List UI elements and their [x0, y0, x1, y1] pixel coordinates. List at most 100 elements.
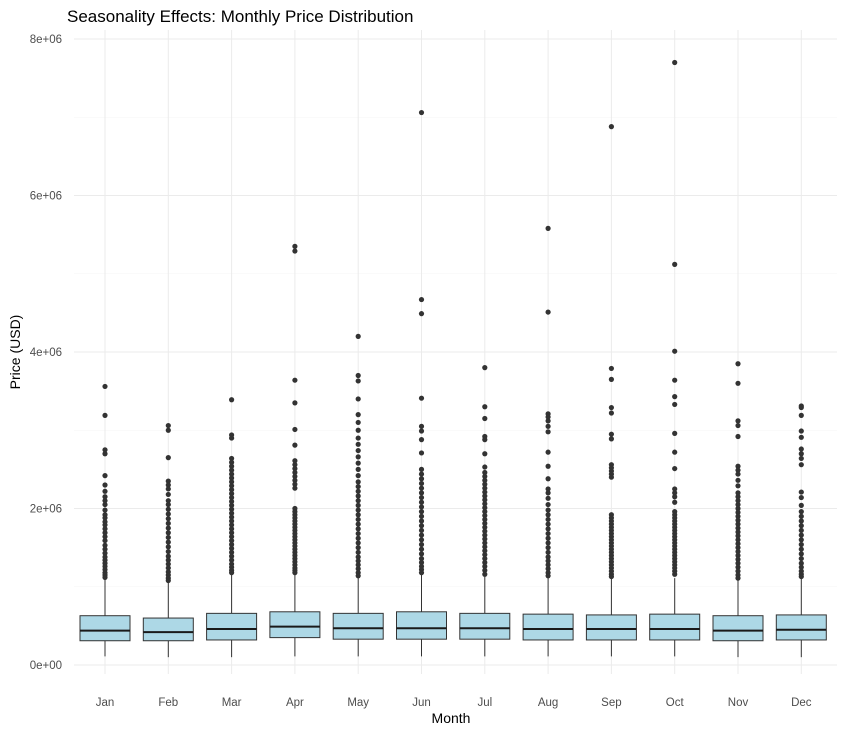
x-tick-label-jul: Jul	[477, 697, 492, 709]
outlier-point	[418, 471, 425, 477]
outlier-point	[735, 568, 741, 574]
outlier-point	[482, 404, 488, 410]
outlier-point	[798, 446, 804, 452]
box-aug	[522, 225, 574, 657]
outlier-point	[798, 541, 804, 548]
outlier-point	[355, 535, 361, 541]
iqr-box	[775, 614, 827, 641]
outlier-point	[292, 377, 298, 383]
outlier-point	[798, 428, 804, 434]
outlier-point	[545, 414, 551, 420]
outlier-point	[165, 422, 171, 429]
outlier-point	[165, 486, 171, 492]
outlier-point	[482, 464, 488, 470]
chart-title: Seasonality Effects: Monthly Price Distr…	[67, 7, 413, 26]
outlier-point	[798, 555, 804, 562]
outlier-point	[165, 557, 171, 563]
outlier-point	[672, 430, 678, 436]
outlier-point	[545, 449, 551, 455]
outlier-point	[355, 488, 361, 494]
iqr-box	[522, 613, 574, 641]
outlier-point	[229, 549, 235, 555]
outlier-point	[229, 541, 235, 548]
x-tick-label-feb: Feb	[158, 697, 178, 709]
outlier-point	[292, 473, 298, 480]
outlier-point	[102, 534, 108, 540]
outlier-point	[355, 507, 361, 513]
outlier-point	[418, 559, 425, 566]
outlier-point	[355, 554, 361, 560]
outlier-point	[165, 498, 171, 504]
outlier-point	[735, 433, 741, 440]
outlier-point	[545, 535, 551, 541]
outlier-point	[165, 520, 171, 526]
outlier-point	[545, 562, 551, 568]
outlier-point	[798, 523, 804, 529]
outlier-point	[355, 479, 361, 485]
outlier-point	[355, 498, 361, 504]
outlier-point	[798, 434, 804, 440]
outlier-point	[292, 462, 298, 468]
outlier-point	[418, 546, 425, 552]
outlier-point	[355, 562, 361, 568]
outlier-point	[482, 509, 488, 515]
iqr-box	[459, 612, 511, 640]
iqr-box	[142, 617, 194, 642]
outlier-point	[355, 521, 361, 527]
outlier-point	[229, 487, 235, 493]
outlier-point	[798, 564, 804, 570]
y-tick-label: 0e+00	[30, 660, 62, 672]
outlier-point	[355, 483, 361, 490]
outlier-point	[229, 502, 235, 508]
outlier-point	[229, 471, 235, 477]
outlier-point	[735, 477, 741, 483]
outlier-point	[545, 545, 551, 551]
outlier-point	[229, 530, 235, 536]
grid	[74, 30, 837, 674]
box-dec	[775, 403, 827, 658]
iqr-box	[649, 613, 701, 641]
outlier-point	[229, 506, 235, 512]
outlier-point	[165, 506, 171, 512]
iqr-box	[396, 611, 447, 640]
outlier-point	[672, 465, 678, 472]
outlier-point	[229, 537, 235, 544]
outlier-point	[102, 550, 108, 556]
outlier-point	[102, 494, 108, 500]
outlier-point	[735, 513, 741, 519]
outlier-point	[292, 477, 298, 483]
outlier-point	[102, 383, 108, 390]
outlier-point	[798, 502, 804, 508]
outlier-point	[482, 485, 488, 491]
outlier-point	[418, 437, 425, 443]
outlier-point	[672, 571, 678, 577]
x-tick-label-sep: Sep	[601, 697, 621, 709]
outlier-point	[355, 454, 361, 460]
outlier-point	[229, 491, 235, 497]
outlier-point	[229, 455, 235, 462]
outlier-point	[482, 493, 488, 499]
outlier-point	[545, 490, 551, 496]
outlier-point	[735, 529, 741, 535]
outlier-point	[355, 441, 361, 447]
outlier-point	[798, 513, 804, 519]
outlier-point	[165, 427, 171, 433]
outlier-point	[545, 495, 551, 501]
outlier-point	[545, 512, 551, 518]
outlier-point	[608, 474, 615, 480]
outlier-point	[735, 494, 741, 500]
outlier-point	[482, 516, 488, 523]
outlier-point	[292, 243, 298, 249]
outlier-point	[482, 497, 488, 503]
outlier-point	[229, 526, 235, 532]
outlier-point	[292, 400, 298, 406]
outlier-point	[735, 560, 741, 566]
outlier-point	[608, 124, 615, 130]
outlier-point	[798, 560, 804, 566]
outlier-point	[418, 428, 425, 434]
outlier-point	[482, 544, 488, 550]
box-oct	[649, 59, 701, 657]
outlier-point	[545, 516, 551, 523]
outlier-point	[482, 481, 488, 487]
outlier-point	[165, 478, 171, 484]
